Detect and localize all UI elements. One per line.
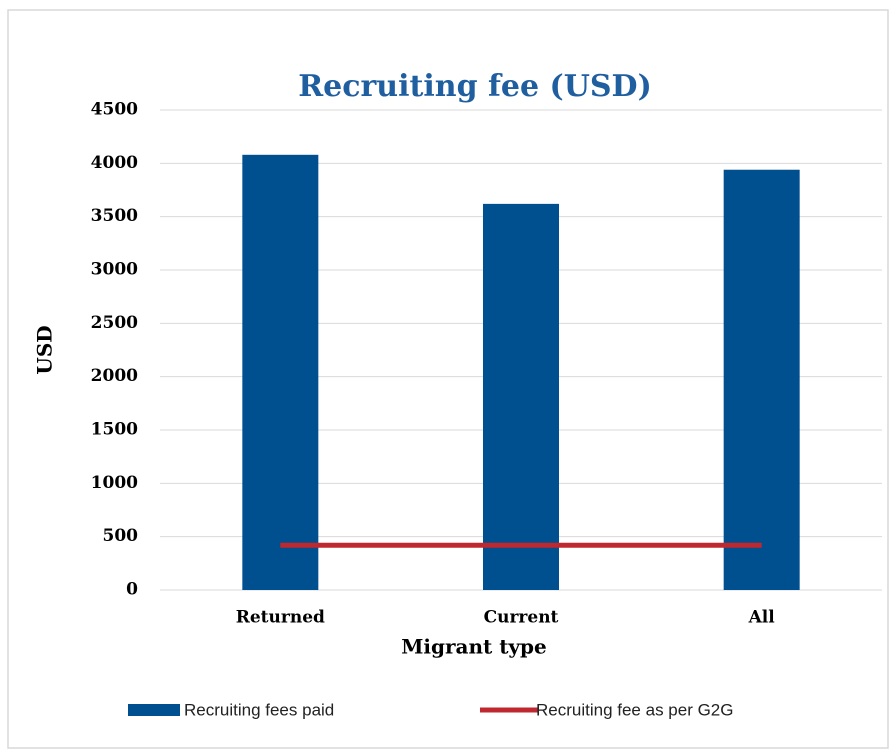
legend-label: Recruiting fee as per G2G [536, 700, 733, 719]
bar [723, 169, 800, 590]
legend-swatch [128, 704, 180, 716]
x-tick-label: All [748, 608, 776, 628]
y-tick-label: 500 [103, 526, 139, 546]
y-axis-label: USD [33, 325, 57, 374]
y-tick-label: 1500 [91, 420, 138, 440]
y-tick-label: 1000 [91, 473, 138, 493]
y-tick-label: 2000 [91, 366, 138, 386]
legend-label: Recruiting fees paid [184, 700, 334, 719]
bar [483, 203, 559, 590]
y-tick-label: 0 [126, 580, 138, 600]
x-axis-label: Migrant type [401, 635, 547, 659]
y-tick-label: 2500 [91, 313, 138, 333]
x-tick-label: Current [484, 608, 559, 628]
chart-title: Recruiting fee (USD) [298, 69, 652, 104]
y-tick-label: 4500 [91, 100, 138, 120]
y-tick-label: 4000 [91, 153, 138, 173]
y-tick-label: 3500 [91, 206, 138, 226]
y-tick-label: 3000 [91, 260, 138, 280]
x-tick-label: Returned [236, 608, 325, 628]
bar [242, 154, 319, 591]
